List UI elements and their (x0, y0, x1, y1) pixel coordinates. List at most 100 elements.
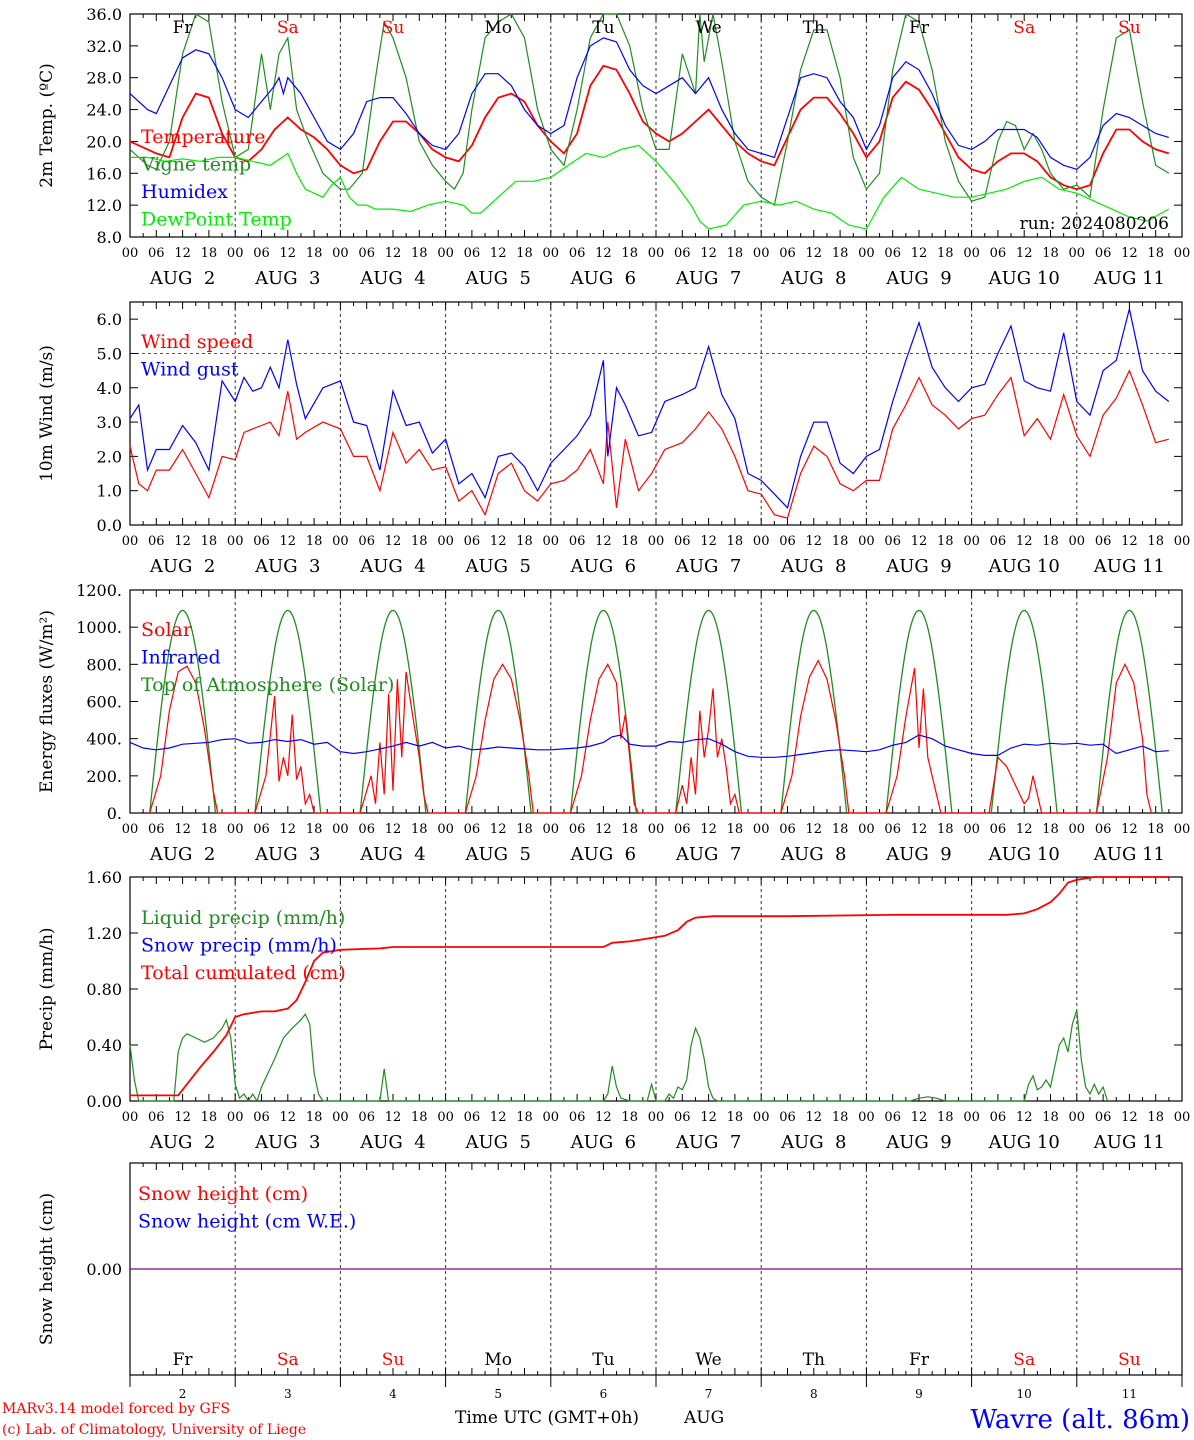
day-number-label: 7 (705, 1387, 713, 1401)
hour-tick-label: 00 (437, 246, 454, 261)
footer: MARv3.14 model forced by GFS (c) Lab. of… (2, 1401, 1190, 1438)
legend-entry: Wind gust (141, 359, 239, 381)
hour-tick-label: 06 (779, 822, 796, 837)
y-tick-label: 800. (86, 655, 122, 674)
day-label: AUG 9 (885, 268, 951, 289)
hour-tick-label: 12 (911, 534, 928, 549)
hour-tick-label: 12 (806, 1110, 823, 1125)
hour-tick-label: 00 (122, 246, 139, 261)
hour-tick-label: 18 (727, 822, 744, 837)
day-label: AUG 4 (359, 268, 425, 289)
day-label: AUG 3 (254, 556, 320, 577)
series-line-dewpoint-temp (130, 144, 1170, 230)
run-label: run: 2024080206 (1020, 214, 1169, 234)
hour-tick-label: 18 (516, 534, 533, 549)
hour-tick-label: 12 (1016, 1110, 1033, 1125)
hour-tick-label: 00 (963, 246, 980, 261)
weekday-label: Fr (909, 18, 930, 38)
hour-tick-label: 12 (595, 1110, 612, 1125)
day-label: AUG 2 (149, 268, 215, 289)
hour-tick-label: 12 (911, 822, 928, 837)
weekday-label: Tu (592, 1350, 614, 1370)
hour-tick-label: 00 (1069, 534, 1086, 549)
hour-tick-label: 00 (122, 822, 139, 837)
day-label: AUG 5 (464, 1132, 530, 1153)
legend-entry: Total cumulated (cm) (141, 962, 346, 984)
hour-tick-label: 00 (122, 534, 139, 549)
weekday-label: Sa (277, 18, 299, 38)
hour-tick-label: 00 (963, 1110, 980, 1125)
hour-tick-label: 06 (674, 1110, 691, 1125)
hour-tick-label: 00 (1174, 534, 1191, 549)
day-label: AUG 11 (1093, 844, 1165, 865)
day-label: AUG 10 (988, 1132, 1060, 1153)
hour-tick-label: 12 (490, 822, 507, 837)
y-axis-label: Precip (mm/h) (37, 927, 57, 1050)
hour-tick-label: 06 (884, 246, 901, 261)
series-line-liquid-precip-mm-h (129, 1009, 1109, 1103)
hour-tick-label: 06 (464, 1110, 481, 1125)
hour-tick-label: 12 (595, 822, 612, 837)
hour-tick-label: 06 (358, 1110, 375, 1125)
hour-tick-label: 06 (358, 246, 375, 261)
y-tick-label: 1.0 (97, 482, 122, 501)
hour-tick-label: 18 (411, 1110, 428, 1125)
hour-tick-label: 00 (648, 1110, 665, 1125)
y-tick-label: 1200. (76, 581, 122, 600)
y-axis-label: 10m Wind (m/s) (37, 345, 57, 482)
y-tick-label: 36.0 (86, 5, 122, 24)
hour-tick-label: 06 (990, 246, 1007, 261)
series-line-top-of-atmosphere (359, 609, 427, 814)
hour-tick-label: 00 (1069, 246, 1086, 261)
legend-entry: Humidex (141, 181, 228, 203)
hour-tick-label: 18 (1042, 822, 1059, 837)
hour-tick-label: 06 (569, 822, 586, 837)
series-line-solar (149, 659, 1152, 814)
day-number-label: 5 (494, 1387, 502, 1401)
weekday-label: Sa (1013, 1350, 1035, 1370)
hour-tick-label: 18 (201, 822, 218, 837)
hour-tick-label: 18 (411, 822, 428, 837)
hour-tick-label: 00 (1069, 822, 1086, 837)
day-label: AUG 10 (988, 268, 1060, 289)
hour-tick-label: 12 (911, 1110, 928, 1125)
weekday-label: We (696, 1350, 722, 1370)
hour-tick-label: 06 (358, 822, 375, 837)
hour-tick-label: 06 (1095, 246, 1112, 261)
hour-tick-label: 00 (543, 246, 560, 261)
hour-tick-label: 06 (779, 246, 796, 261)
hour-tick-label: 00 (858, 1110, 875, 1125)
hour-tick-label: 12 (1016, 534, 1033, 549)
hour-tick-label: 18 (306, 822, 323, 837)
hour-tick-label: 06 (884, 822, 901, 837)
model-credit-line-2: (c) Lab. of Climatology, University of L… (2, 1422, 306, 1438)
y-tick-label: 1.60 (86, 868, 122, 887)
hour-tick-label: 12 (385, 246, 402, 261)
time-axis-title: Time UTC (GMT+0h) (455, 1408, 639, 1428)
hour-tick-label: 12 (490, 534, 507, 549)
hour-tick-label: 12 (280, 1110, 297, 1125)
day-number-label: 9 (915, 1387, 923, 1401)
hour-tick-label: 12 (806, 246, 823, 261)
weekday-label: Sa (1013, 18, 1035, 38)
hour-tick-label: 00 (858, 822, 875, 837)
hour-tick-label: 12 (1121, 534, 1138, 549)
day-label: AUG 7 (675, 268, 741, 289)
hour-tick-label: 00 (753, 246, 770, 261)
hour-tick-label: 06 (253, 246, 270, 261)
day-label: AUG 10 (988, 844, 1060, 865)
legend-entry: Vigne temp (140, 154, 251, 176)
weekday-label: Th (803, 18, 825, 38)
day-label: AUG 3 (254, 268, 320, 289)
day-label: AUG 11 (1093, 556, 1165, 577)
hour-tick-label: 06 (569, 534, 586, 549)
hour-tick-label: 00 (227, 246, 244, 261)
y-tick-label: 32.0 (86, 37, 122, 56)
weekday-label: Su (382, 18, 405, 38)
hour-tick-label: 06 (148, 534, 165, 549)
hour-tick-label: 06 (569, 1110, 586, 1125)
hour-tick-label: 12 (700, 246, 717, 261)
day-label: AUG 5 (464, 556, 530, 577)
weekday-label: Fr (173, 1350, 194, 1370)
hour-tick-label: 00 (543, 1110, 560, 1125)
